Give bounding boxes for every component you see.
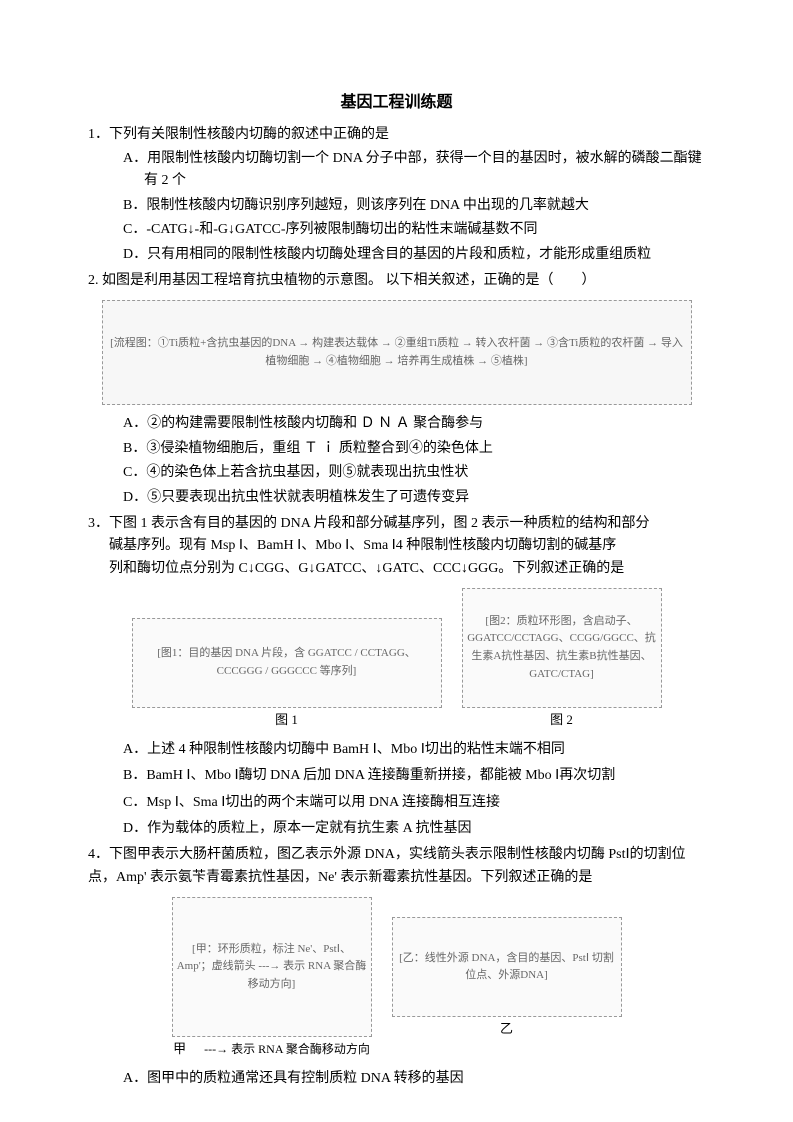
q3-figures: [图1：目的基因 DNA 片段，含 GGATCC / CCTAGG、CCCGGG… xyxy=(88,588,705,731)
question-4: 4．下图甲表示大肠杆菌质粒，图乙表示外源 DNA，实线箭头表示限制性核酸内切酶 … xyxy=(88,844,705,1090)
q3-option-a: A．上述 4 种限制性核酸内切酶中 BamH Ⅰ、Mbo Ⅰ切出的粘性末端不相同 xyxy=(88,739,705,761)
q1-stem: 1．下列有关限制性核酸内切酶的叙述中正确的是 xyxy=(88,124,705,146)
q1-option-a: A．用限制性核酸内切酶切割一个 DNA 分子中部，获得一个目的基因时，被水解的磷… xyxy=(109,148,705,193)
q4-option-a: A．图甲中的质粒通常还具有控制质粒 DNA 转移的基因 xyxy=(109,1068,705,1090)
question-3: 3．下图 1 表示含有目的基因的 DNA 片段和部分碱基序列，图 2 表示一种质… xyxy=(88,513,705,841)
q4-figure-2-placeholder: [乙：线性外源 DNA，含目的基因、PstⅠ 切割位点、外源DNA] xyxy=(392,917,622,1017)
q2-option-b: B．③侵染植物细胞后，重组 Ｔ ｉ 质粒整合到④的染色体上 xyxy=(109,438,705,460)
q2-figure: [流程图：①Ti质粒+含抗虫基因的DNA → 构建表达载体 → ②重组Ti质粒 … xyxy=(88,300,705,405)
q2-figure-placeholder: [流程图：①Ti质粒+含抗虫基因的DNA → 构建表达载体 → ②重组Ti质粒 … xyxy=(102,300,692,405)
q2-stem: 2. 如图是利用基因工程培育抗虫植物的示意图。 以下相关叙述，正确的是（ ） xyxy=(88,270,705,292)
q4-figure-1-label: 甲 xyxy=(173,1039,186,1060)
question-1: 1．下列有关限制性核酸内切酶的叙述中正确的是 A．用限制性核酸内切酶切割一个 D… xyxy=(88,124,705,266)
q3-figure-2-label: 图 2 xyxy=(550,710,573,731)
q2-option-d: D．⑤只要表现出抗虫性状就表明植株发生了可遗传变异 xyxy=(109,487,705,509)
q3-figure-1-label: 图 1 xyxy=(275,710,298,731)
q4-legend: ---→ 表示 RNA 聚合酶移动方向 xyxy=(204,1040,370,1059)
q3-option-b: B．BamH Ⅰ、Mbo Ⅰ酶切 DNA 后加 DNA 连接酶重新拼接，都能被 … xyxy=(88,765,705,787)
q1-option-c: C．-CATG↓-和-G↓GATCC-序列被限制酶切出的粘性末端碱基数不同 xyxy=(109,219,705,241)
q3-option-c: C．Msp Ⅰ、Sma Ⅰ切出的两个末端可以用 DNA 连接酶相互连接 xyxy=(88,792,705,814)
question-2: 2. 如图是利用基因工程培育抗虫植物的示意图。 以下相关叙述，正确的是（ ） [… xyxy=(88,270,705,509)
q4-figures: [甲：环形质粒，标注 Ne'、PstⅠ、Amp'；虚线箭头 ---→ 表示 RN… xyxy=(88,897,705,1060)
q3-option-d: D．作为载体的质粒上，原本一定就有抗生素 A 抗性基因 xyxy=(88,818,705,840)
q1-option-b: B．限制性核酸内切酶识别序列越短，则该序列在 DNA 中出现的几率就越大 xyxy=(109,195,705,217)
q3-stem-line2: 碱基序列。现有 Msp Ⅰ、BamH Ⅰ、Mbo Ⅰ、Sma Ⅰ4 种限制性核酸… xyxy=(88,535,705,557)
page-title: 基因工程训练题 xyxy=(88,90,705,116)
q3-stem-line1: 3．下图 1 表示含有目的基因的 DNA 片段和部分碱基序列，图 2 表示一种质… xyxy=(88,513,705,535)
q4-figure-2-label: 乙 xyxy=(500,1019,513,1040)
q2-option-c: C．④的染色体上若含抗虫基因，则⑤就表现出抗虫性状 xyxy=(109,462,705,484)
q2-option-a: A．②的构建需要限制性核酸内切酶和 Ｄ Ｎ Ａ 聚合酶参与 xyxy=(109,413,705,435)
q3-figure-1-placeholder: [图1：目的基因 DNA 片段，含 GGATCC / CCTAGG、CCCGGG… xyxy=(132,618,442,708)
q3-figure-2-placeholder: [图2：质粒环形图，含启动子、GGATCC/CCTAGG、CCGG/GGCC、抗… xyxy=(462,588,662,708)
q4-stem: 4．下图甲表示大肠杆菌质粒，图乙表示外源 DNA，实线箭头表示限制性核酸内切酶 … xyxy=(88,844,705,889)
q4-figure-1-placeholder: [甲：环形质粒，标注 Ne'、PstⅠ、Amp'；虚线箭头 ---→ 表示 RN… xyxy=(172,897,372,1037)
q3-stem-line3: 列和酶切位点分别为 C↓CGG、G↓GATCC、↓GATC、CCC↓GGG。下列… xyxy=(88,558,705,580)
q1-option-d: D．只有用相同的限制性核酸内切酶处理含目的基因的片段和质粒，才能形成重组质粒 xyxy=(109,244,705,266)
